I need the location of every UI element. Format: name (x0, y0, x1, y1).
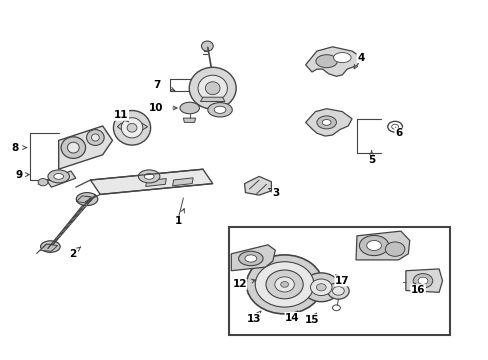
Polygon shape (405, 269, 442, 292)
Ellipse shape (412, 274, 432, 288)
Polygon shape (238, 280, 246, 289)
Ellipse shape (316, 284, 325, 291)
Text: 9: 9 (15, 170, 22, 180)
Ellipse shape (189, 67, 236, 109)
Polygon shape (40, 244, 58, 251)
Polygon shape (90, 169, 212, 194)
Ellipse shape (322, 120, 330, 125)
Polygon shape (46, 171, 76, 187)
Ellipse shape (265, 270, 303, 299)
Ellipse shape (91, 134, 99, 141)
Ellipse shape (184, 105, 194, 111)
Text: 2: 2 (69, 249, 76, 259)
Text: 15: 15 (304, 315, 319, 325)
Ellipse shape (41, 241, 60, 252)
Ellipse shape (302, 273, 339, 302)
Ellipse shape (359, 235, 388, 256)
Text: 16: 16 (410, 285, 425, 295)
Ellipse shape (76, 193, 98, 206)
Ellipse shape (82, 196, 92, 202)
Polygon shape (244, 176, 271, 195)
Polygon shape (117, 123, 126, 130)
Bar (228, 227, 449, 335)
Ellipse shape (417, 277, 427, 284)
Ellipse shape (54, 174, 63, 179)
Ellipse shape (113, 111, 150, 145)
Polygon shape (76, 196, 93, 203)
Polygon shape (59, 126, 112, 169)
Ellipse shape (121, 118, 142, 138)
Ellipse shape (214, 106, 225, 113)
Ellipse shape (198, 75, 227, 101)
Polygon shape (48, 198, 90, 248)
Ellipse shape (366, 240, 381, 251)
Ellipse shape (332, 287, 344, 295)
Polygon shape (305, 47, 361, 76)
Ellipse shape (316, 116, 336, 129)
Ellipse shape (238, 251, 263, 266)
Ellipse shape (255, 262, 313, 307)
Ellipse shape (385, 242, 404, 256)
Ellipse shape (127, 123, 137, 132)
Ellipse shape (280, 282, 288, 287)
Ellipse shape (207, 103, 232, 117)
Text: 5: 5 (367, 155, 374, 165)
Polygon shape (145, 179, 166, 186)
Ellipse shape (48, 170, 69, 183)
Polygon shape (231, 245, 275, 271)
Ellipse shape (274, 277, 294, 292)
Ellipse shape (38, 179, 48, 186)
Polygon shape (183, 118, 195, 122)
Polygon shape (305, 109, 351, 136)
Ellipse shape (201, 41, 213, 51)
Text: 17: 17 (334, 276, 349, 286)
Text: 3: 3 (272, 188, 279, 198)
Text: 14: 14 (285, 312, 299, 323)
Polygon shape (137, 123, 147, 130)
Text: 4: 4 (356, 53, 364, 63)
Text: 7: 7 (152, 80, 160, 90)
Ellipse shape (315, 55, 337, 68)
Ellipse shape (310, 279, 331, 296)
Text: 10: 10 (149, 103, 163, 113)
Ellipse shape (67, 142, 79, 153)
Polygon shape (172, 178, 193, 186)
Ellipse shape (244, 255, 256, 262)
Ellipse shape (61, 137, 85, 158)
Ellipse shape (333, 53, 350, 63)
Ellipse shape (246, 255, 322, 314)
Ellipse shape (138, 170, 160, 183)
Text: 11: 11 (114, 110, 128, 120)
Polygon shape (200, 97, 224, 102)
Ellipse shape (327, 283, 348, 299)
Polygon shape (355, 231, 409, 260)
Text: 6: 6 (394, 128, 401, 138)
Ellipse shape (205, 82, 220, 95)
Ellipse shape (46, 244, 55, 249)
Text: 8: 8 (11, 143, 18, 153)
Ellipse shape (144, 174, 154, 179)
Ellipse shape (86, 130, 104, 145)
Text: 12: 12 (232, 279, 246, 289)
Ellipse shape (180, 102, 199, 114)
Text: 13: 13 (246, 314, 261, 324)
Text: 1: 1 (175, 216, 182, 226)
